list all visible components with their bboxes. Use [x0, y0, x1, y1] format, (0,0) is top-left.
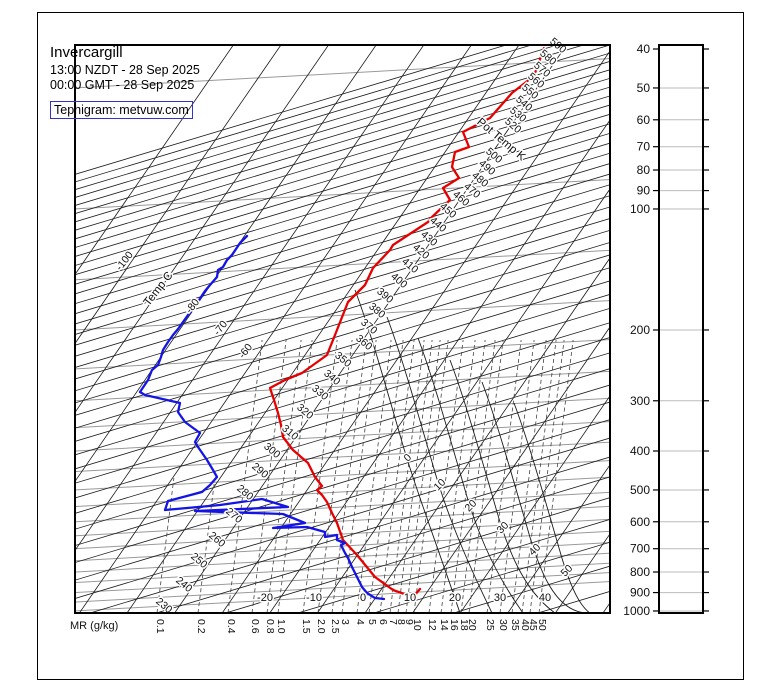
svg-text:6: 6 — [377, 619, 389, 625]
svg-text:260: 260 — [206, 529, 227, 550]
title-block: Invercargill 13:00 NZDT - 28 Sep 2025 00… — [50, 44, 200, 119]
svg-text:-20: -20 — [257, 592, 273, 604]
svg-text:0.6: 0.6 — [249, 619, 261, 634]
svg-text:40: 40 — [539, 592, 551, 604]
mr-axis-title: MR (g/kg) — [70, 620, 118, 632]
svg-text:5: 5 — [366, 619, 378, 625]
svg-text:0.1: 0.1 — [154, 619, 166, 634]
wet-adiabat-lines — [354, 289, 590, 612]
svg-text:2.0: 2.0 — [315, 619, 327, 634]
svg-text:30: 30 — [494, 592, 506, 604]
svg-text:18: 18 — [458, 619, 470, 631]
svg-text:10: 10 — [404, 592, 416, 604]
svg-text:3: 3 — [339, 619, 351, 625]
svg-text:300: 300 — [630, 394, 650, 408]
svg-text:100: 100 — [630, 202, 650, 216]
svg-text:25: 25 — [484, 619, 496, 631]
dewpoint-trace — [138, 234, 386, 601]
svg-text:0.4: 0.4 — [225, 619, 237, 634]
svg-text:410: 410 — [399, 255, 420, 276]
svg-text:20: 20 — [449, 592, 461, 604]
svg-text:40: 40 — [637, 42, 651, 56]
svg-text:50: 50 — [637, 81, 651, 95]
svg-text:240: 240 — [173, 574, 194, 595]
svg-text:330: 330 — [309, 382, 330, 403]
svg-text:7: 7 — [387, 619, 399, 625]
pressure-scale: 40 50 60 70 80 90 100 200 300 400 500 600 700 800 900 1… — [623, 42, 709, 618]
svg-text:300: 300 — [261, 440, 282, 461]
svg-text:90: 90 — [637, 184, 651, 198]
svg-text:50: 50 — [536, 619, 548, 631]
svg-text:-60: -60 — [236, 341, 255, 360]
svg-text:1.0: 1.0 — [275, 619, 287, 634]
svg-text:70: 70 — [637, 140, 651, 154]
gmt-time: 00:00 GMT - 28 Sep 2025 — [50, 78, 195, 92]
svg-text:14: 14 — [438, 619, 450, 631]
svg-text:2.5: 2.5 — [329, 619, 341, 634]
svg-text:600: 600 — [630, 515, 650, 529]
svg-text:45: 45 — [527, 619, 539, 631]
temperature-trace — [268, 46, 546, 599]
svg-text:1.5: 1.5 — [300, 619, 312, 634]
mr-axis: MR (g/kg) 0.1 0.2 0.4 0.6 0.8 1.0 1.5 2.0 2.53 4 5 6… — [70, 619, 548, 634]
svg-text:900: 900 — [630, 586, 650, 600]
local-time: 13:00 NZDT - 28 Sep 2025 — [50, 63, 200, 77]
svg-text:200: 200 — [630, 323, 650, 337]
svg-text:4: 4 — [354, 619, 366, 625]
svg-text:320: 320 — [294, 401, 315, 422]
svg-text:8: 8 — [395, 619, 407, 625]
svg-text:9: 9 — [403, 619, 415, 625]
svg-text:35: 35 — [509, 619, 521, 631]
svg-text:700: 700 — [630, 542, 650, 556]
metvuw-link[interactable]: Tephigram: metvuw.com — [50, 101, 193, 119]
svg-text:0.8: 0.8 — [264, 619, 276, 634]
isotherm-lines — [76, 46, 609, 612]
svg-text:0.2: 0.2 — [195, 619, 207, 634]
svg-text:400: 400 — [388, 270, 409, 291]
svg-text:400: 400 — [630, 444, 650, 458]
svg-text:-10: -10 — [306, 592, 322, 604]
svg-text:380: 380 — [366, 300, 387, 321]
svg-text:0: 0 — [360, 592, 366, 604]
svg-text:30: 30 — [497, 619, 509, 631]
svg-text:20: 20 — [466, 619, 478, 631]
svg-text:12: 12 — [426, 619, 438, 631]
svg-text:1000: 1000 — [623, 604, 650, 618]
svg-text:80: 80 — [637, 163, 651, 177]
station-title: Invercargill — [50, 44, 123, 61]
svg-text:800: 800 — [630, 565, 650, 579]
dry-adiabat-lines — [76, 46, 609, 612]
svg-text:16: 16 — [448, 619, 460, 631]
mixing-ratio-lines — [156, 339, 574, 612]
svg-text:60: 60 — [637, 113, 651, 127]
svg-text:10: 10 — [411, 619, 423, 631]
plot-border — [74, 44, 611, 614]
svg-text:500: 500 — [630, 483, 650, 497]
svg-text:340: 340 — [321, 367, 342, 388]
svg-text:40: 40 — [519, 619, 531, 631]
